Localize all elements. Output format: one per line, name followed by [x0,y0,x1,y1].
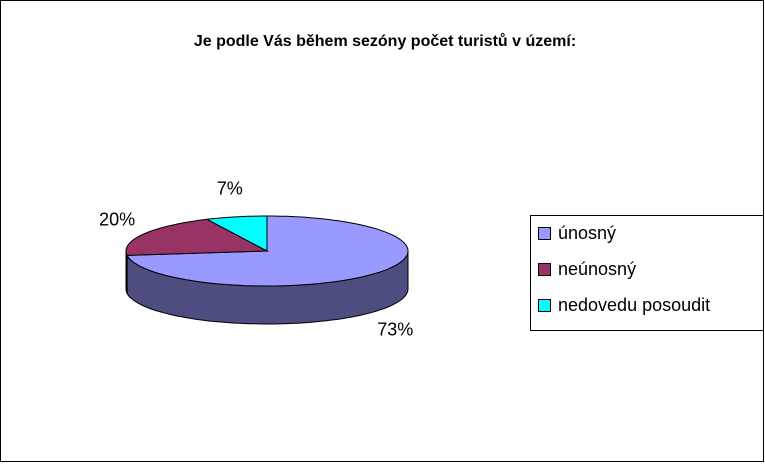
legend-swatch [538,227,551,240]
pie-slice-side [125,250,128,294]
legend-label: nedovedu posoudit [558,295,710,315]
legend-label: neúnosný [558,259,636,279]
chart-title: Je podle Vás během sezóny počet turistů … [194,33,576,50]
legend-label: únosný [558,223,616,243]
legend-box [530,215,764,331]
pie-slice [205,215,268,252]
legend-swatch [538,299,551,312]
legend-swatch [538,263,551,276]
data-label: 7% [217,178,243,198]
pie-slice [125,218,269,256]
data-label: 73% [377,319,413,339]
data-label: 20% [99,209,135,229]
